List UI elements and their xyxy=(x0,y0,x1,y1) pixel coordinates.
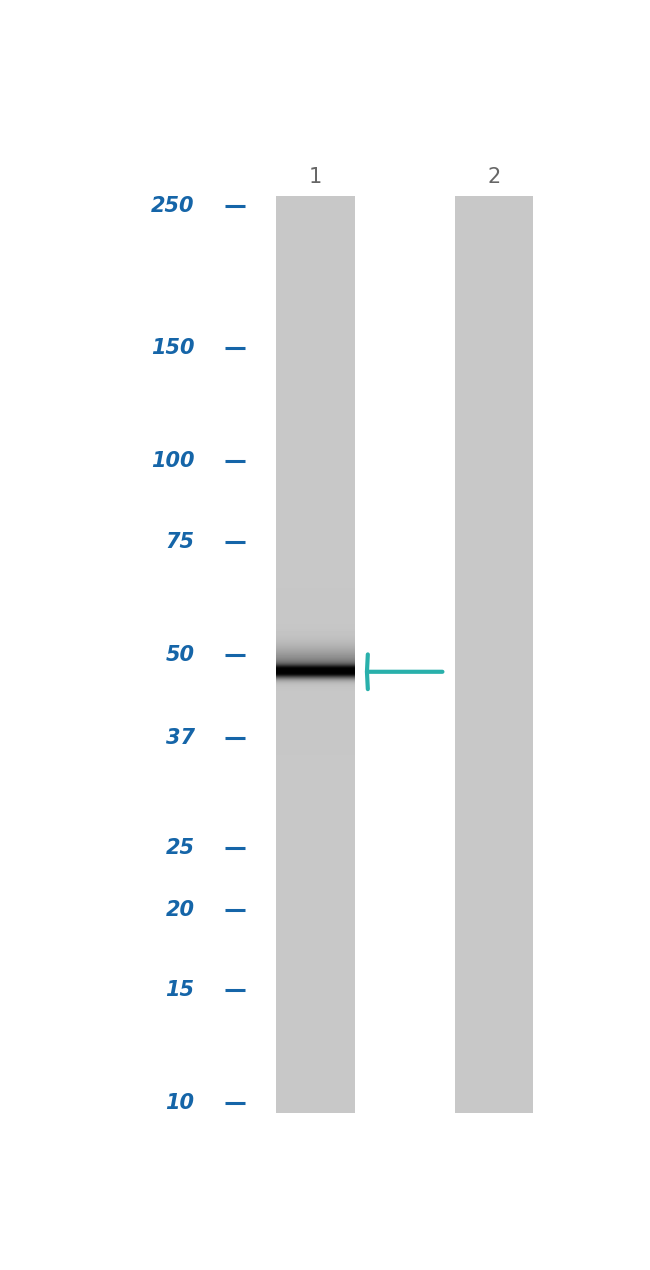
Text: 75: 75 xyxy=(166,532,194,551)
Text: 15: 15 xyxy=(166,980,194,999)
Text: 37: 37 xyxy=(166,729,194,748)
Text: 50: 50 xyxy=(166,645,194,664)
Text: 250: 250 xyxy=(151,196,194,216)
Text: 1: 1 xyxy=(309,166,322,187)
Text: 150: 150 xyxy=(151,339,194,358)
Text: 25: 25 xyxy=(166,838,194,857)
Bar xyxy=(276,197,354,1113)
Text: 10: 10 xyxy=(166,1093,194,1113)
Text: 20: 20 xyxy=(166,900,194,919)
Bar xyxy=(455,197,534,1113)
Text: 100: 100 xyxy=(151,451,194,471)
Text: 2: 2 xyxy=(488,166,501,187)
